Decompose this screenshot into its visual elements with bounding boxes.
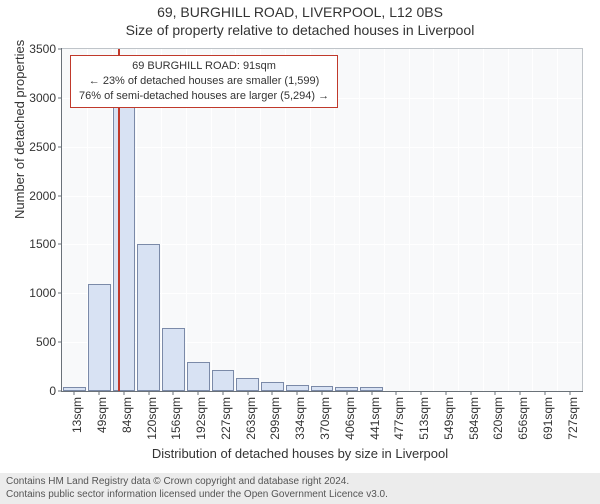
ytick-mark <box>58 146 62 147</box>
xtick-mark <box>569 391 570 395</box>
ytick-mark <box>58 293 62 294</box>
histogram-bar <box>360 387 383 391</box>
gridline-vertical <box>384 49 385 391</box>
figure-root: 69, BURGHILL ROAD, LIVERPOOL, L12 0BS Si… <box>0 4 600 504</box>
xtick-mark <box>297 391 298 395</box>
xtick-mark <box>74 391 75 395</box>
gridline-vertical <box>508 49 509 391</box>
annotation-line-2: ← 23% of detached houses are smaller (1,… <box>79 74 329 89</box>
ytick-label: 3500 <box>29 42 56 56</box>
xtick-label: 227sqm <box>219 397 233 440</box>
gridline-vertical <box>532 49 533 391</box>
annotation-box: 69 BURGHILL ROAD: 91sqm ← 23% of detache… <box>70 55 338 108</box>
title-block: 69, BURGHILL ROAD, LIVERPOOL, L12 0BS Si… <box>0 4 600 38</box>
footer-line-2: Contains public sector information licen… <box>6 489 594 502</box>
histogram-bar <box>88 284 111 391</box>
ytick-mark <box>58 97 62 98</box>
ytick-label: 1500 <box>29 237 56 251</box>
xtick-mark <box>123 391 124 395</box>
xtick-mark <box>371 391 372 395</box>
xtick-label: 584sqm <box>467 397 481 440</box>
ytick-mark <box>58 342 62 343</box>
xtick-label: 406sqm <box>343 397 357 440</box>
xtick-mark <box>148 391 149 395</box>
xtick-label: 156sqm <box>169 397 183 440</box>
xtick-label: 656sqm <box>516 397 530 440</box>
xtick-mark <box>495 391 496 395</box>
ytick-label: 500 <box>36 335 56 349</box>
xtick-mark <box>99 391 100 395</box>
xtick-label: 334sqm <box>293 397 307 440</box>
xtick-label: 441sqm <box>368 397 382 440</box>
xtick-mark <box>272 391 273 395</box>
histogram-bar <box>261 382 284 391</box>
annotation-line-1: 69 BURGHILL ROAD: 91sqm <box>79 59 329 74</box>
xtick-label: 49sqm <box>95 397 109 433</box>
xtick-mark <box>544 391 545 395</box>
xtick-label: 620sqm <box>491 397 505 440</box>
histogram-bar <box>212 370 235 391</box>
xtick-label: 513sqm <box>417 397 431 440</box>
xtick-label: 549sqm <box>442 397 456 440</box>
gridline-vertical <box>433 49 434 391</box>
histogram-bar <box>137 244 160 391</box>
xtick-mark <box>198 391 199 395</box>
xtick-mark <box>520 391 521 395</box>
xtick-label: 84sqm <box>120 397 134 433</box>
x-axis-label: Distribution of detached houses by size … <box>0 446 600 461</box>
gridline-vertical <box>483 49 484 391</box>
xtick-label: 299sqm <box>268 397 282 440</box>
xtick-label: 192sqm <box>194 397 208 440</box>
ytick-label: 3000 <box>29 91 56 105</box>
xtick-mark <box>247 391 248 395</box>
histogram-bar <box>335 387 358 391</box>
histogram-bar <box>187 362 210 391</box>
xtick-label: 263sqm <box>244 397 258 440</box>
xtick-mark <box>396 391 397 395</box>
ytick-mark <box>58 391 62 392</box>
xtick-mark <box>421 391 422 395</box>
y-axis-label: Number of detached properties <box>12 40 27 219</box>
gridline-vertical <box>409 49 410 391</box>
ytick-label: 1000 <box>29 286 56 300</box>
title-line-1: 69, BURGHILL ROAD, LIVERPOOL, L12 0BS <box>0 4 600 20</box>
ytick-mark <box>58 244 62 245</box>
xtick-label: 691sqm <box>541 397 555 440</box>
plot-area: 050010001500200025003000350013sqm49sqm84… <box>62 48 583 391</box>
gridline-horizontal <box>62 147 582 148</box>
histogram-bar <box>286 385 309 391</box>
title-line-2: Size of property relative to detached ho… <box>0 22 600 38</box>
xtick-mark <box>470 391 471 395</box>
xtick-label: 727sqm <box>566 397 580 440</box>
histogram-bar <box>311 386 334 391</box>
xtick-label: 13sqm <box>70 397 84 433</box>
ytick-label: 2500 <box>29 140 56 154</box>
ytick-label: 0 <box>49 384 56 398</box>
xtick-mark <box>222 391 223 395</box>
xtick-mark <box>445 391 446 395</box>
gridline-vertical <box>359 49 360 391</box>
xtick-mark <box>346 391 347 395</box>
gridline-vertical <box>557 49 558 391</box>
xtick-label: 477sqm <box>392 397 406 440</box>
gridline-vertical <box>458 49 459 391</box>
histogram-bar <box>63 387 86 391</box>
footer: Contains HM Land Registry data © Crown c… <box>0 473 600 504</box>
ytick-label: 2000 <box>29 189 56 203</box>
xtick-mark <box>173 391 174 395</box>
ytick-mark <box>58 195 62 196</box>
xtick-label: 370sqm <box>318 397 332 440</box>
ytick-mark <box>58 49 62 50</box>
histogram-bar <box>113 98 136 391</box>
footer-line-1: Contains HM Land Registry data © Crown c… <box>6 476 594 489</box>
histogram-bar <box>162 328 185 391</box>
gridline-horizontal <box>62 196 582 197</box>
histogram-bar <box>236 378 259 391</box>
annotation-line-3: 76% of semi-detached houses are larger (… <box>79 89 329 104</box>
xtick-mark <box>322 391 323 395</box>
xtick-label: 120sqm <box>145 397 159 440</box>
